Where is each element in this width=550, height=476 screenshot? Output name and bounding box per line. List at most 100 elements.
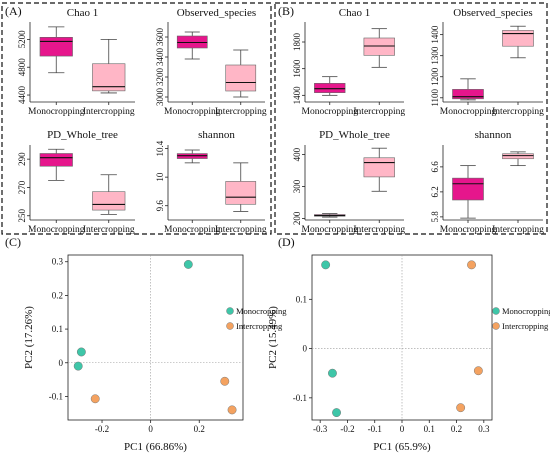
- x-tick-label: 0.2: [451, 424, 462, 434]
- box-intercropping: [502, 151, 534, 167]
- legend-label: Monocropping: [236, 306, 287, 316]
- pcoa-chart-c: -0.2 0 0.2 -0.1 0 0.1 0.2 0.3 PC1 (66.86%) PC2 (1…: [23, 254, 287, 453]
- legend-marker: [226, 307, 234, 315]
- category-label: Monocropping: [28, 107, 85, 117]
- box-monocropping: [314, 76, 346, 96]
- y-tick-label: 0.1: [52, 324, 63, 334]
- charts-layer: Chao 1440048005200MonocroppingIntercropp…: [17, 7, 550, 453]
- category-label: Intercropping: [492, 225, 544, 235]
- category-label: Monocropping: [164, 107, 221, 117]
- box-chart-a4: shannon 9.6 10 10.4 MonocroppingIntercroppin…: [155, 129, 267, 235]
- data-point: [456, 403, 466, 413]
- series-intercropping: [456, 260, 483, 413]
- x-tick-label: 0.3: [478, 424, 490, 434]
- box-iqr: [225, 181, 257, 205]
- category-label: Intercropping: [215, 225, 267, 235]
- y-tick-label: 1300: [430, 46, 440, 65]
- category-label: Monocropping: [302, 225, 359, 235]
- box-iqr: [225, 64, 257, 92]
- chart-title: Chao 1: [339, 7, 370, 19]
- data-point: [90, 394, 100, 404]
- box-intercropping: [363, 147, 395, 192]
- y-tick-label: 10.4: [155, 140, 165, 156]
- box-iqr: [314, 83, 346, 93]
- y-tick-label: 3200: [155, 68, 165, 87]
- category-label: Intercropping: [83, 225, 135, 235]
- box-chart-a3: PD_Whole_tree 250 270 290 MonocroppingInterc…: [17, 129, 135, 235]
- y-tick-label: -0.1: [49, 391, 63, 401]
- box-iqr: [363, 37, 395, 56]
- chart-title: Observed_species: [177, 7, 256, 19]
- data-point: [328, 368, 337, 378]
- box-intercropping: [363, 28, 395, 68]
- category-label: Intercropping: [215, 107, 267, 117]
- y-tick-label: 6.6: [430, 161, 440, 173]
- y-tick-label: 0.1: [296, 294, 307, 304]
- y-tick-label: 300: [292, 179, 302, 193]
- box-intercropping: [92, 174, 126, 215]
- box-chart-b3: PD_Whole_tree 200 300 400 MonocroppingInterc…: [292, 129, 405, 235]
- panel-a-border: [1, 2, 272, 235]
- x-axis-label: PC1 (65.9%): [373, 441, 431, 453]
- box-monocropping: [452, 78, 484, 101]
- data-point: [73, 361, 83, 371]
- category-label: Monocropping: [28, 225, 85, 235]
- box-intercropping: [92, 38, 126, 94]
- chart-title: shannon: [475, 129, 512, 141]
- data-point: [467, 260, 476, 270]
- x-tick-label: 0.2: [194, 424, 205, 434]
- box-monocropping: [314, 213, 346, 218]
- y-tick-label: 3400: [155, 48, 165, 67]
- y-tick-label: 1400: [430, 25, 440, 44]
- category-label: Intercropping: [353, 225, 405, 235]
- box-iqr: [39, 153, 73, 167]
- panel-label-a: (A): [5, 4, 22, 18]
- box-chart-b4: shannon 5.8 6.2 6.6 MonocroppingIntercroppin…: [430, 129, 544, 235]
- chart-title: shannon: [198, 129, 235, 141]
- panel-b-border: [274, 2, 548, 235]
- series-monocropping: [321, 260, 341, 418]
- x-tick-label: -0.3: [313, 424, 328, 434]
- y-tick-label: 1400: [292, 86, 302, 105]
- x-tick-label: 0: [400, 424, 405, 434]
- panel-label-d: (D): [278, 235, 295, 249]
- category-label: Intercropping: [353, 107, 405, 117]
- box-monocropping: [176, 149, 208, 164]
- box-chart-b2: Observed_species 1100 1200 1300 1400 Monocrop…: [430, 7, 544, 117]
- x-tick-label: 0: [148, 424, 153, 434]
- box-chart-b1: Chao 1 1400 1600 1800 MonocroppingIntercropp…: [292, 7, 405, 117]
- chart-title: PD_Whole_tree: [47, 129, 118, 141]
- y-tick-label: 400: [292, 147, 302, 161]
- x-tick-label: 0.1: [424, 424, 435, 434]
- box-iqr: [452, 89, 484, 100]
- data-point: [227, 405, 237, 415]
- chart-title: PD_Whole_tree: [319, 129, 390, 141]
- y-tick-label: 4800: [17, 58, 27, 77]
- y-axis-label: PC2 (17.26%): [23, 306, 35, 369]
- legend-label: Intercropping: [502, 321, 549, 331]
- legend-label: Intercropping: [236, 321, 283, 331]
- y-tick-label: 1200: [430, 67, 440, 86]
- box-monocropping: [39, 148, 73, 181]
- x-axis-label: PC1 (66.86%): [124, 441, 187, 453]
- box-intercropping: [225, 162, 257, 212]
- data-point: [183, 259, 193, 269]
- legend-marker: [226, 322, 234, 330]
- data-point: [321, 260, 331, 270]
- y-tick-label: 5200: [17, 30, 27, 49]
- y-tick-label: 4400: [17, 86, 27, 105]
- pcoa-chart-d: -0.3 -0.2 -0.1 0 0.1 0.2 0.3 -0.1 0 0.1 PC1 (65.9%…: [267, 254, 550, 453]
- y-tick-label: -0.1: [293, 393, 307, 403]
- y-tick-label: 6.2: [430, 186, 440, 197]
- panel-label-b: (B): [278, 4, 294, 18]
- plot-frame: [67, 254, 244, 421]
- chart-title: Chao 1: [67, 7, 98, 19]
- category-label: Intercropping: [83, 107, 135, 117]
- y-tick-label: 10: [155, 172, 165, 182]
- box-monocropping: [452, 165, 484, 219]
- chart-title: Observed_species: [453, 7, 532, 19]
- series-monocropping: [73, 259, 193, 371]
- y-tick-label: 250: [17, 209, 27, 223]
